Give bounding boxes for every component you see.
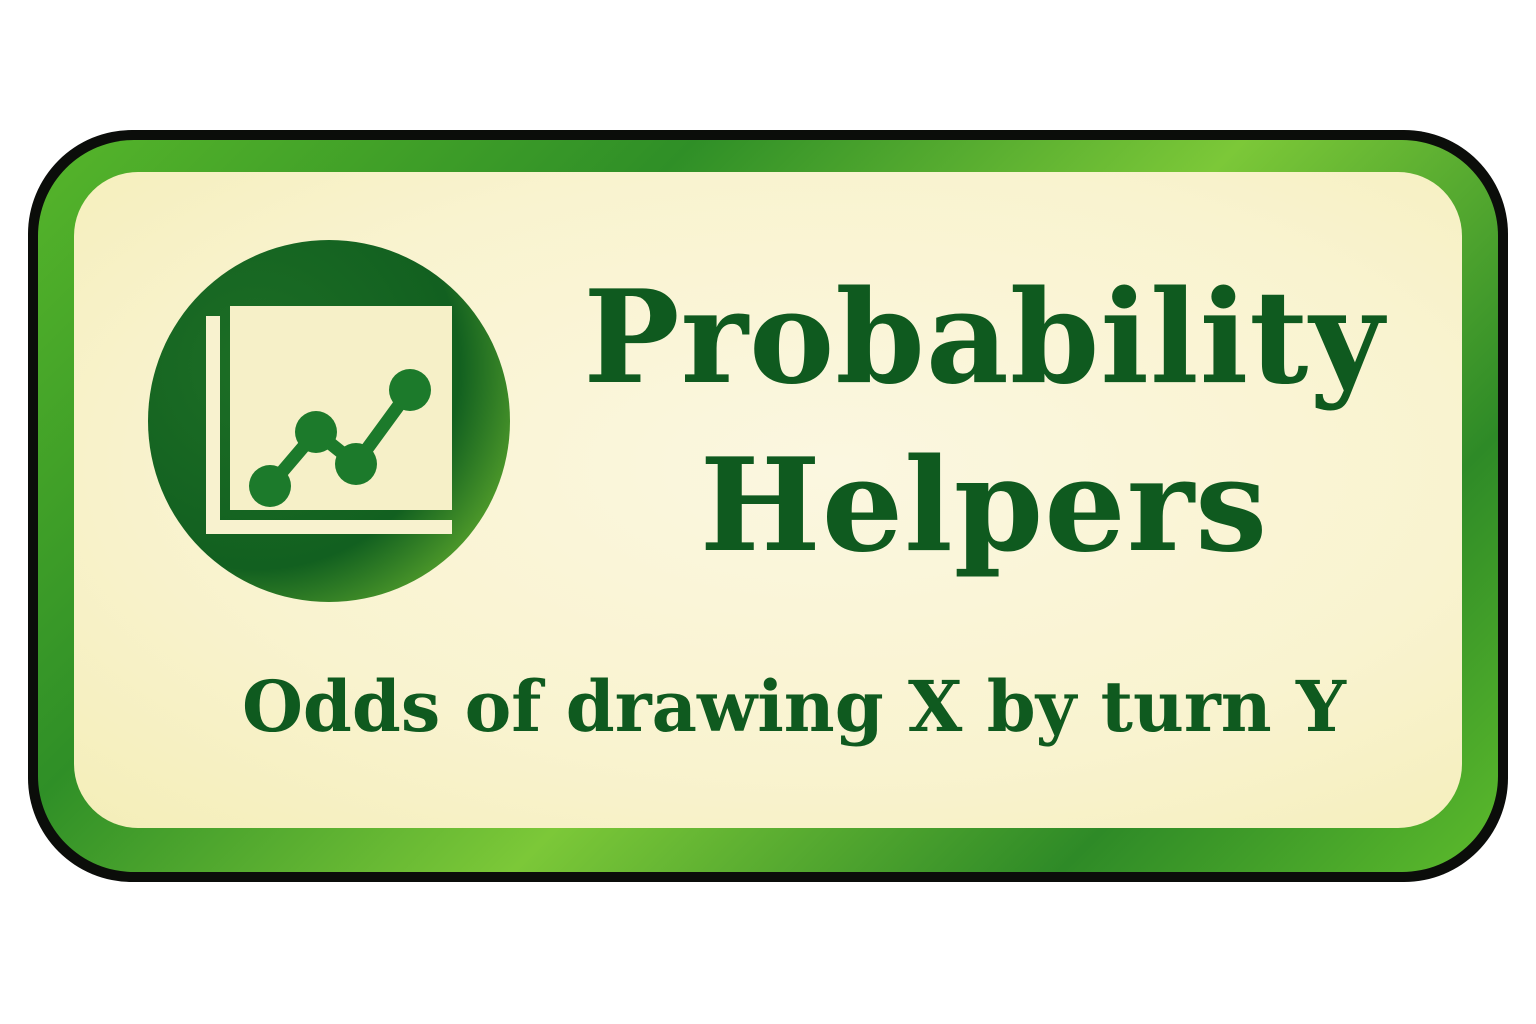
line-chart-icon [148,240,510,602]
badge-title-line-2: Helpers [699,431,1269,581]
badge-subtitle: Odds of drawing X by turn Y [241,665,1347,748]
badge-panel: Probability Helpers Odds of drawing X by… [74,172,1462,828]
probability-helpers-badge: Probability Helpers Odds of drawing X by… [28,130,1508,882]
badge-title: Probability Helpers [534,254,1434,590]
badge-frame: Probability Helpers Odds of drawing X by… [38,140,1498,872]
badge-title-line-1: Probability [583,263,1385,413]
